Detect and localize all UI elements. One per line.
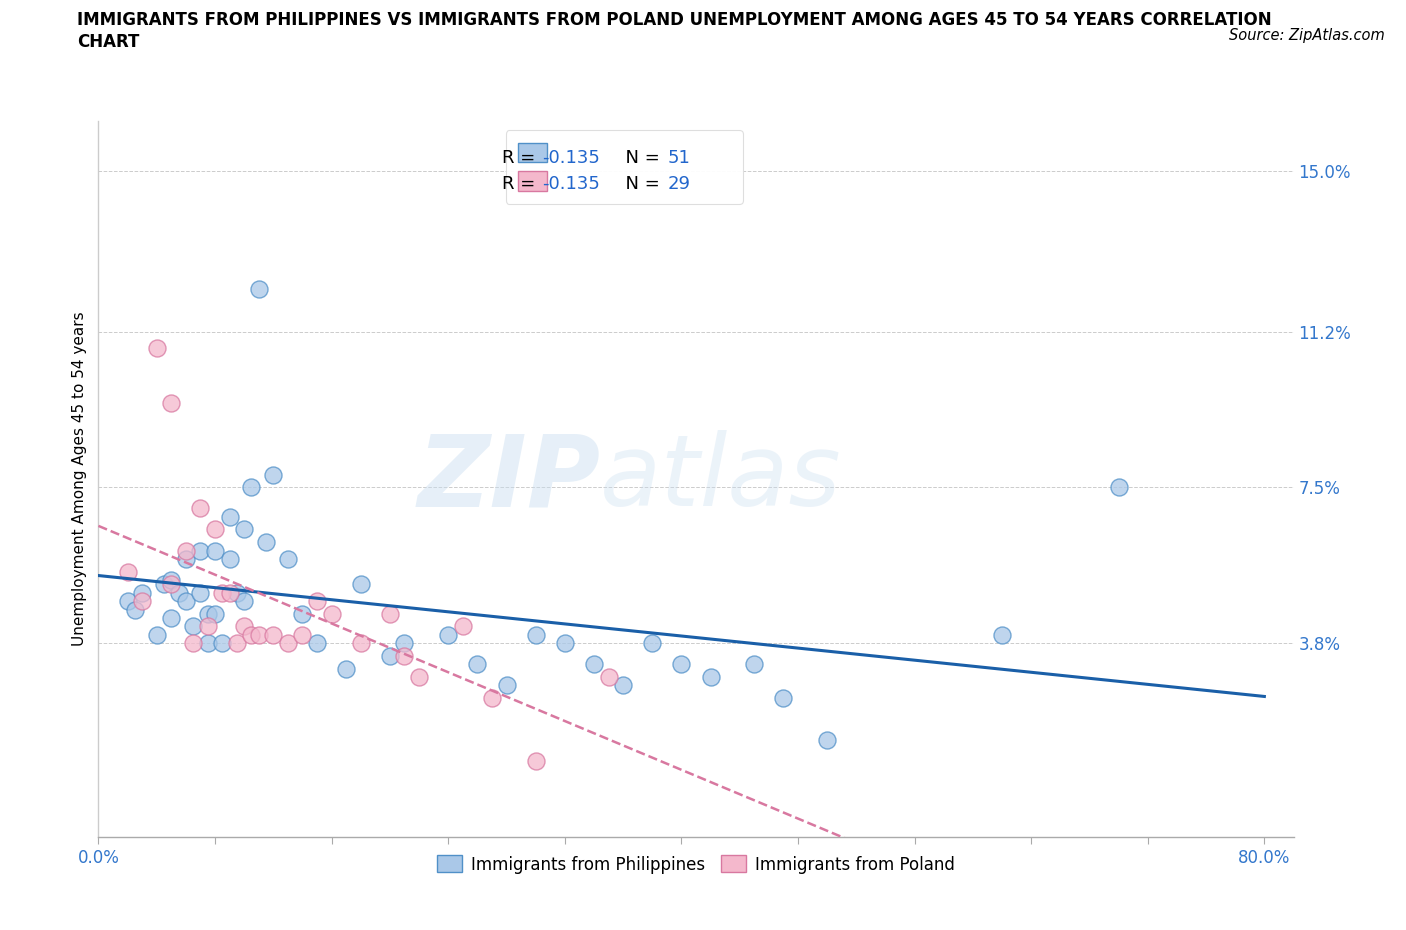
- Point: [481, 691, 503, 706]
- Point: [211, 585, 233, 600]
- Point: [350, 636, 373, 651]
- Point: [524, 628, 547, 643]
- Point: [451, 619, 474, 634]
- Text: R =: R =: [502, 149, 541, 167]
- Point: [218, 510, 240, 525]
- Point: [124, 602, 146, 617]
- Point: [254, 535, 277, 550]
- Point: [160, 573, 183, 588]
- Point: [554, 636, 576, 651]
- Point: [277, 636, 299, 651]
- Point: [699, 670, 721, 684]
- Point: [145, 341, 167, 356]
- Point: [378, 648, 401, 663]
- Text: -0.135: -0.135: [541, 175, 600, 193]
- Point: [204, 606, 226, 621]
- Point: [772, 691, 794, 706]
- Point: [167, 585, 190, 600]
- Text: N =: N =: [613, 149, 665, 167]
- Point: [160, 610, 183, 625]
- Point: [524, 753, 547, 768]
- Text: R =: R =: [502, 175, 541, 193]
- Point: [190, 585, 212, 600]
- Point: [190, 501, 212, 516]
- Point: [305, 636, 328, 651]
- Point: [218, 585, 240, 600]
- Point: [225, 636, 247, 651]
- Point: [991, 628, 1014, 643]
- Point: [408, 670, 430, 684]
- Point: [153, 577, 176, 591]
- Point: [240, 628, 263, 643]
- Point: [437, 628, 460, 643]
- Text: -0.135: -0.135: [541, 149, 600, 167]
- Point: [181, 619, 204, 634]
- Point: [233, 619, 256, 634]
- Point: [394, 636, 416, 651]
- Legend: Immigrants from Philippines, Immigrants from Poland: Immigrants from Philippines, Immigrants …: [430, 849, 962, 880]
- Point: [394, 648, 416, 663]
- Point: [262, 467, 284, 482]
- Point: [247, 282, 270, 297]
- Point: [174, 551, 197, 566]
- Point: [305, 593, 328, 608]
- Point: [467, 657, 489, 671]
- Y-axis label: Unemployment Among Ages 45 to 54 years: Unemployment Among Ages 45 to 54 years: [72, 312, 87, 646]
- Point: [204, 522, 226, 537]
- Point: [145, 628, 167, 643]
- Point: [117, 593, 139, 608]
- Point: [335, 661, 357, 676]
- Point: [160, 395, 183, 410]
- Point: [742, 657, 765, 671]
- Point: [582, 657, 605, 671]
- Point: [204, 543, 226, 558]
- Point: [233, 593, 256, 608]
- Text: atlas: atlas: [600, 431, 842, 527]
- Point: [641, 636, 664, 651]
- Point: [197, 619, 219, 634]
- Point: [131, 593, 153, 608]
- Point: [240, 480, 263, 495]
- Text: 51: 51: [668, 149, 690, 167]
- Point: [815, 733, 838, 748]
- Point: [211, 636, 233, 651]
- Point: [262, 628, 284, 643]
- Point: [190, 543, 212, 558]
- Point: [117, 565, 139, 579]
- Point: [378, 606, 401, 621]
- Point: [291, 628, 314, 643]
- Point: [131, 585, 153, 600]
- Point: [233, 522, 256, 537]
- Point: [495, 678, 517, 693]
- Text: N =: N =: [613, 175, 665, 193]
- Point: [197, 606, 219, 621]
- Text: 29: 29: [668, 175, 690, 193]
- Point: [291, 606, 314, 621]
- Text: ZIP: ZIP: [418, 431, 600, 527]
- Point: [1108, 480, 1130, 495]
- Point: [174, 593, 197, 608]
- Point: [612, 678, 634, 693]
- Point: [160, 577, 183, 591]
- Text: CHART: CHART: [77, 33, 139, 51]
- Point: [277, 551, 299, 566]
- Point: [181, 636, 204, 651]
- Text: Source: ZipAtlas.com: Source: ZipAtlas.com: [1229, 28, 1385, 43]
- Point: [671, 657, 693, 671]
- Point: [321, 606, 343, 621]
- Point: [197, 636, 219, 651]
- Point: [225, 585, 247, 600]
- Point: [174, 543, 197, 558]
- Point: [350, 577, 373, 591]
- Point: [247, 628, 270, 643]
- Text: IMMIGRANTS FROM PHILIPPINES VS IMMIGRANTS FROM POLAND UNEMPLOYMENT AMONG AGES 45: IMMIGRANTS FROM PHILIPPINES VS IMMIGRANT…: [77, 11, 1272, 29]
- Point: [218, 551, 240, 566]
- Point: [598, 670, 620, 684]
